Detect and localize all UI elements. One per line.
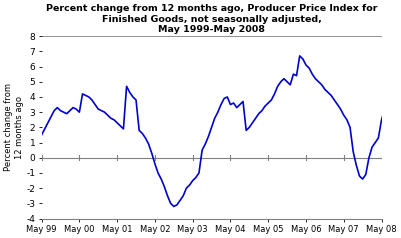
Title: Percent change from 12 months ago, Producer Price Index for
Finished Goods, not : Percent change from 12 months ago, Produ… <box>46 4 377 34</box>
Y-axis label: Percent change from
12 months ago: Percent change from 12 months ago <box>4 83 24 171</box>
